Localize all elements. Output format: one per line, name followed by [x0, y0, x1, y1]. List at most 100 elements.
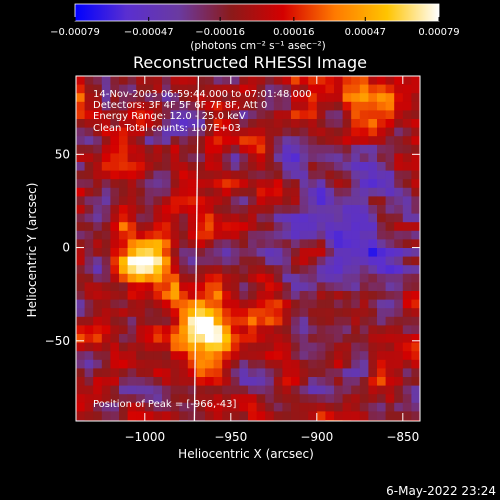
heatmap-cell: [308, 127, 318, 137]
heatmap-cell: [205, 411, 214, 421]
colorbar-ticks: −0.00079 −0.00047 −0.00016 0.00016 0.00047 0.…: [50, 17, 460, 38]
heatmap-cell: [144, 76, 154, 85]
heatmap-cell: [170, 299, 180, 309]
heatmap-cell: [308, 101, 318, 111]
heatmap-cell: [325, 222, 335, 232]
heatmap-cell: [291, 351, 300, 361]
heatmap-cell: [385, 179, 395, 189]
heatmap-cell: [351, 256, 361, 266]
heatmap-cell: [196, 196, 206, 206]
heatmap-cell: [187, 359, 197, 369]
heatmap-cell: [119, 93, 128, 103]
heatmap-cell: [144, 248, 154, 257]
heatmap-cell: [187, 273, 197, 283]
heatmap-cell: [170, 110, 180, 120]
heatmap-cell: [282, 187, 292, 197]
heatmap-cell: [325, 256, 335, 266]
heatmap-cell: [377, 187, 386, 197]
heatmap-cell: [334, 239, 343, 249]
heatmap-cell: [170, 377, 180, 386]
heatmap-cell: [127, 342, 137, 352]
heatmap-cell: [273, 84, 283, 94]
heatmap-cell: [230, 368, 240, 378]
heatmap-cell: [377, 230, 386, 240]
heatmap-cell: [377, 119, 386, 128]
heatmap-cell: [119, 179, 128, 189]
heatmap-cell: [101, 325, 111, 335]
heatmap-cell: [93, 248, 103, 257]
heatmap-cell: [265, 222, 275, 232]
heatmap-cell: [179, 222, 189, 232]
heatmap-cell: [136, 119, 146, 128]
heatmap-cell: [93, 84, 103, 94]
heatmap-cell: [256, 170, 266, 180]
heatmap-cell: [316, 170, 326, 180]
heatmap-cell: [265, 316, 275, 326]
heatmap-cell: [213, 377, 223, 386]
heatmap-cell: [196, 385, 206, 395]
heatmap-cell: [213, 411, 223, 421]
heatmap-cell: [334, 153, 343, 163]
heatmap-cell: [411, 334, 420, 343]
heatmap-cell: [256, 162, 266, 171]
heatmap-cell: [248, 351, 257, 361]
heatmap-cell: [325, 299, 335, 309]
heatmap-cell: [144, 84, 154, 94]
heatmap-cell: [153, 385, 163, 395]
heatmap-cell: [162, 368, 171, 378]
heatmap-cell: [265, 351, 275, 361]
heatmap-cell: [205, 110, 214, 120]
heatmap-cell: [136, 351, 146, 361]
heatmap-cell: [402, 205, 412, 214]
heatmap-cell: [213, 342, 223, 352]
heatmap-cell: [110, 101, 120, 111]
heatmap-cell: [308, 359, 318, 369]
heatmap-cell: [265, 342, 275, 352]
heatmap-cell: [265, 170, 275, 180]
heatmap-cell: [119, 144, 128, 154]
heatmap-cell: [411, 127, 420, 137]
heatmap-cell: [282, 368, 292, 378]
heatmap-cell: [411, 213, 420, 223]
heatmap-cell: [273, 359, 283, 369]
heatmap-cell: [230, 162, 240, 171]
heatmap-cell: [351, 230, 361, 240]
heatmap-cell: [119, 187, 128, 197]
heatmap-cell: [196, 368, 206, 378]
heatmap-cell: [84, 291, 94, 300]
heatmap-cell: [110, 359, 120, 369]
heatmap-cell: [213, 110, 223, 120]
heatmap-cell: [368, 299, 378, 309]
heatmap-cell: [93, 222, 103, 232]
heatmap-cell: [127, 402, 137, 412]
heatmap-cell: [187, 119, 197, 128]
heatmap-cell: [84, 239, 94, 249]
heatmap-cell: [342, 187, 352, 197]
heatmap-cell: [179, 187, 189, 197]
heatmap-cell: [127, 187, 137, 197]
heatmap-cell: [101, 170, 111, 180]
heatmap-cell: [334, 170, 343, 180]
heatmap-cell: [213, 239, 223, 249]
heatmap-cell: [153, 93, 163, 103]
heatmap-cell: [316, 187, 326, 197]
heatmap-cell: [110, 170, 120, 180]
heatmap-cell: [394, 308, 404, 318]
heatmap-cell: [170, 136, 180, 146]
heatmap-cell: [273, 402, 283, 412]
heatmap-cell: [239, 248, 249, 257]
heatmap-cell: [299, 394, 309, 404]
heatmap-cell: [213, 299, 223, 309]
heatmap-cell: [153, 291, 163, 300]
heatmap-cell: [308, 213, 318, 223]
heatmap-cell: [162, 282, 171, 292]
heatmap-cell: [239, 325, 249, 335]
heatmap-cell: [385, 119, 395, 128]
heatmap-cell: [239, 265, 249, 275]
heatmap-cell: [308, 299, 318, 309]
heatmap-cell: [196, 162, 206, 171]
heatmap-cell: [187, 110, 197, 120]
heatmap-cell: [402, 299, 412, 309]
heatmap-cell: [153, 342, 163, 352]
heatmap-cell: [170, 153, 180, 163]
